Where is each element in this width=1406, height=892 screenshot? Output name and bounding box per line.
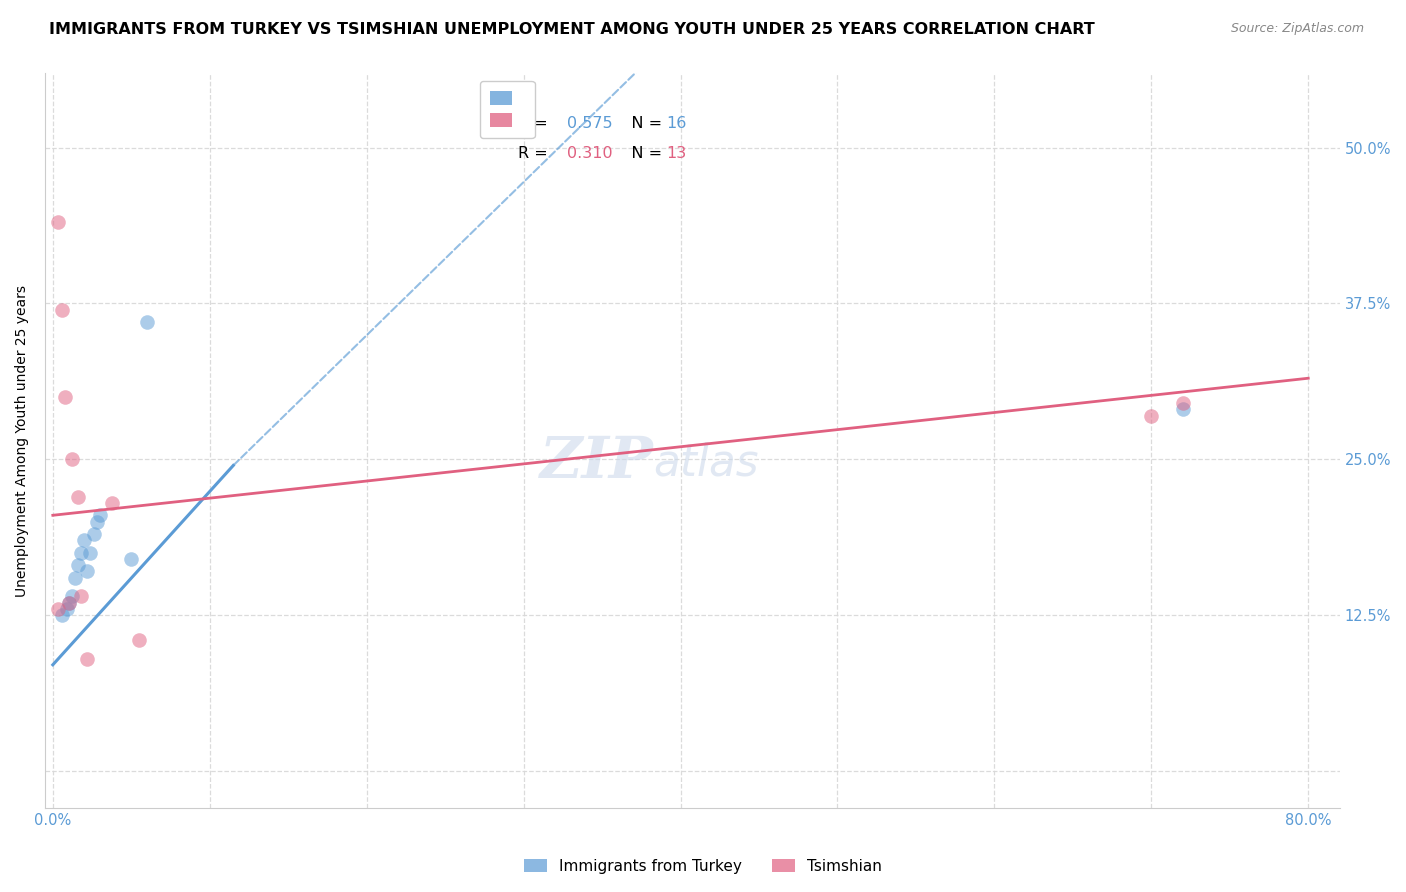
- Text: ZIP: ZIP: [540, 434, 654, 491]
- Point: [60, 589, 83, 603]
- Point: [86, 515, 108, 529]
- Point: [53, 390, 76, 404]
- Point: [63, 571, 86, 585]
- Point: [51, 302, 73, 317]
- Point: [128, 632, 150, 647]
- Y-axis label: Unemployment Among Youth under 25 years: Unemployment Among Youth under 25 years: [15, 285, 30, 597]
- Legend: Immigrants from Turkey, Tsimshian: Immigrants from Turkey, Tsimshian: [517, 853, 889, 880]
- Point: [1140, 409, 1163, 423]
- Point: [66, 558, 89, 573]
- Text: 16: 16: [666, 116, 686, 130]
- Point: [51, 607, 73, 622]
- Point: [58, 595, 80, 609]
- Text: atlas: atlas: [654, 441, 759, 484]
- Point: [46, 601, 69, 615]
- Point: [73, 533, 96, 548]
- Point: [66, 490, 89, 504]
- Point: [70, 589, 93, 603]
- Point: [46, 215, 69, 229]
- Point: [89, 508, 111, 523]
- Point: [76, 651, 98, 665]
- Text: 0.575: 0.575: [567, 116, 613, 130]
- Point: [1171, 402, 1194, 417]
- Text: Source: ZipAtlas.com: Source: ZipAtlas.com: [1230, 22, 1364, 36]
- Text: IMMIGRANTS FROM TURKEY VS TSIMSHIAN UNEMPLOYMENT AMONG YOUTH UNDER 25 YEARS CORR: IMMIGRANTS FROM TURKEY VS TSIMSHIAN UNEM…: [49, 22, 1095, 37]
- Point: [79, 546, 101, 560]
- Point: [70, 546, 93, 560]
- Point: [60, 452, 83, 467]
- Point: [120, 552, 142, 566]
- Point: [58, 595, 80, 609]
- Text: R =: R =: [517, 116, 553, 130]
- Point: [76, 565, 98, 579]
- Text: R =: R =: [517, 146, 553, 161]
- Point: [56, 601, 79, 615]
- Point: [1171, 396, 1194, 410]
- Legend: , : ,: [481, 81, 534, 137]
- Text: 13: 13: [666, 146, 686, 161]
- Point: [136, 315, 159, 329]
- Text: 0.310: 0.310: [567, 146, 613, 161]
- Point: [83, 527, 105, 541]
- Text: N =: N =: [616, 116, 668, 130]
- Text: N =: N =: [616, 146, 668, 161]
- Point: [101, 496, 124, 510]
